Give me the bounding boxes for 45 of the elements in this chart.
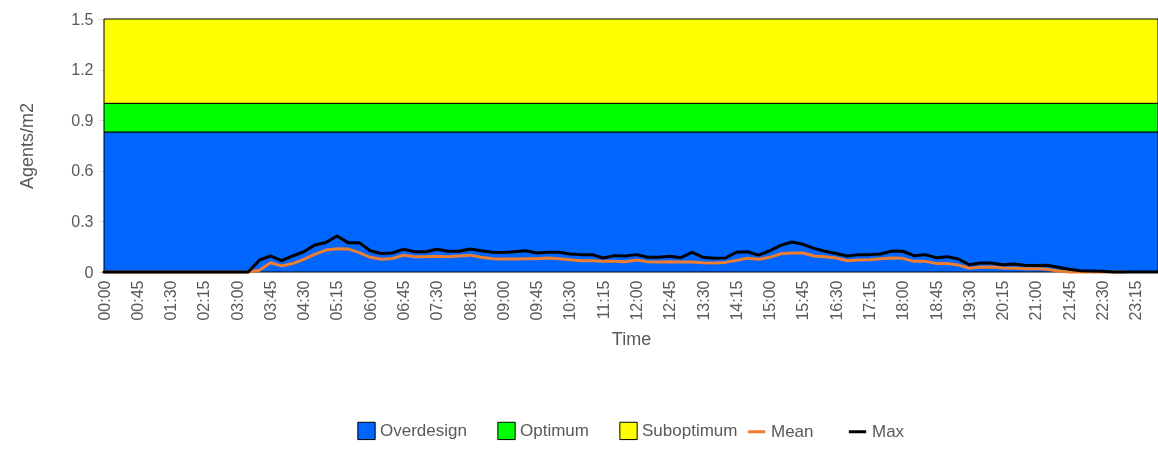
x-tick-label: 12:00 bbox=[628, 280, 646, 321]
x-tick-label: 09:45 bbox=[528, 280, 546, 321]
legend-label: Mean bbox=[771, 421, 814, 441]
x-tick-label: 14:15 bbox=[727, 280, 745, 321]
x-tick-label: 16:30 bbox=[827, 280, 845, 321]
legend-label: Max bbox=[872, 421, 905, 441]
x-tick-label: 21:45 bbox=[1060, 280, 1078, 321]
legend-label: Overdesign bbox=[380, 420, 467, 440]
x-tick-label: 22:30 bbox=[1094, 280, 1112, 321]
y-tick-label: 0.3 bbox=[71, 212, 94, 230]
x-tick-label: 01:30 bbox=[162, 280, 180, 321]
x-tick-label: 23:15 bbox=[1127, 280, 1145, 321]
y-tick-label: 0.6 bbox=[71, 162, 94, 180]
legend-label: Suboptimum bbox=[642, 420, 738, 440]
x-tick-label: 09:00 bbox=[494, 280, 512, 321]
x-tick-label: 03:00 bbox=[228, 280, 246, 321]
x-tick-label: 00:00 bbox=[95, 280, 113, 321]
y-tick-label: 0.9 bbox=[71, 111, 94, 129]
x-tick-label: 19:30 bbox=[960, 280, 978, 321]
legend-label: Optimum bbox=[520, 420, 589, 440]
y-axis-title: Agents/m2 bbox=[17, 102, 38, 190]
y-tick-label: 1.2 bbox=[71, 61, 94, 79]
x-tick-label: 11:15 bbox=[594, 280, 612, 320]
x-tick-label: 21:00 bbox=[1027, 280, 1045, 321]
x-tick-label: 10:30 bbox=[561, 280, 579, 321]
x-tick-label: 12:45 bbox=[661, 280, 679, 321]
x-tick-label: 20:15 bbox=[994, 280, 1012, 321]
x-tick-label: 00:45 bbox=[128, 280, 146, 321]
y-tick-label: 1.5 bbox=[71, 10, 94, 28]
x-tick-label: 17:15 bbox=[861, 280, 879, 321]
x-tick-label: 07:30 bbox=[428, 280, 446, 321]
x-tick-label: 15:45 bbox=[794, 280, 812, 321]
y-tick-label: 0 bbox=[84, 263, 94, 281]
x-tick-label: 15:00 bbox=[761, 280, 779, 321]
x-tick-label: 06:45 bbox=[395, 280, 413, 321]
x-tick-label: 08:15 bbox=[461, 280, 479, 321]
x-tick-label: 03:45 bbox=[261, 280, 279, 321]
x-tick-label: 13:30 bbox=[694, 280, 712, 321]
x-axis-title: Time bbox=[611, 328, 652, 349]
x-tick-label: 18:45 bbox=[927, 280, 945, 321]
x-tick-label: 18:00 bbox=[894, 280, 912, 321]
x-tick-label: 05:15 bbox=[328, 280, 346, 321]
x-tick-label: 02:15 bbox=[195, 280, 213, 321]
x-tick-label: 06:00 bbox=[361, 280, 379, 321]
x-tick-label: 04:30 bbox=[295, 280, 313, 321]
